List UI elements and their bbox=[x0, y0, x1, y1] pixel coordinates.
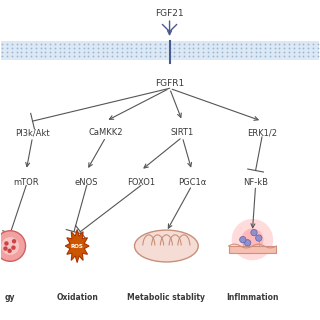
Circle shape bbox=[232, 219, 273, 260]
FancyBboxPatch shape bbox=[228, 246, 276, 253]
Circle shape bbox=[256, 235, 262, 241]
Polygon shape bbox=[65, 229, 89, 263]
Circle shape bbox=[1, 237, 19, 255]
Text: Oxidation: Oxidation bbox=[56, 293, 98, 302]
Text: gy: gy bbox=[5, 293, 15, 302]
Text: PI3k/Akt: PI3k/Akt bbox=[15, 128, 50, 137]
Text: ERK1/2: ERK1/2 bbox=[247, 128, 277, 137]
Circle shape bbox=[4, 241, 9, 246]
Text: FOXO1: FOXO1 bbox=[127, 178, 155, 187]
Text: mTOR: mTOR bbox=[13, 178, 39, 187]
Circle shape bbox=[244, 240, 251, 246]
Circle shape bbox=[241, 228, 264, 251]
Text: Metabolic stablity: Metabolic stablity bbox=[127, 293, 205, 302]
Text: eNOS: eNOS bbox=[75, 178, 99, 187]
Text: FGFR1: FGFR1 bbox=[155, 79, 184, 88]
Ellipse shape bbox=[134, 230, 198, 262]
Text: PGC1α: PGC1α bbox=[178, 178, 206, 187]
Circle shape bbox=[0, 231, 26, 261]
Circle shape bbox=[3, 246, 8, 251]
Text: CaMKK2: CaMKK2 bbox=[89, 128, 123, 137]
Circle shape bbox=[12, 239, 16, 244]
Bar bbox=[1, 41, 319, 60]
Circle shape bbox=[240, 236, 246, 243]
Circle shape bbox=[11, 245, 16, 250]
Text: ROS: ROS bbox=[71, 244, 84, 249]
Circle shape bbox=[251, 229, 257, 236]
Text: Inflmmation: Inflmmation bbox=[226, 293, 279, 302]
Text: NF-kB: NF-kB bbox=[243, 178, 268, 187]
Text: SIRT1: SIRT1 bbox=[171, 128, 194, 137]
Circle shape bbox=[7, 249, 12, 253]
Text: FGF21: FGF21 bbox=[155, 9, 184, 18]
